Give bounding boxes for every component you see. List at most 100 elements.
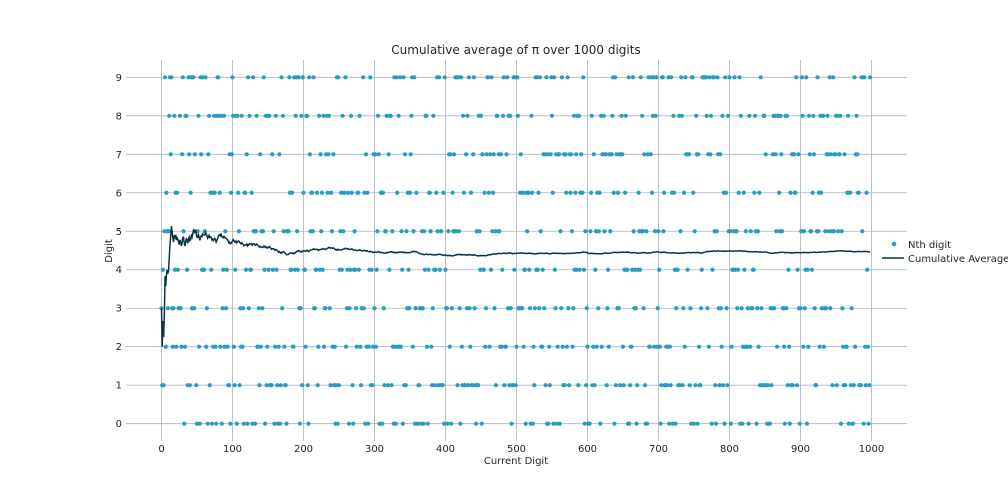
nth-digit-point — [693, 383, 698, 388]
nth-digit-point — [723, 190, 729, 195]
nth-digit-point — [631, 229, 636, 234]
nth-digit-point — [380, 421, 385, 426]
nth-digit-point — [613, 75, 618, 80]
nth-digit-point — [491, 152, 496, 157]
nth-digit-point — [480, 152, 485, 157]
nth-digit-point — [657, 267, 662, 272]
nth-digit-point — [369, 267, 374, 272]
nth-digit-point — [500, 267, 505, 272]
nth-digit-point — [640, 113, 645, 118]
nth-digit-point — [696, 152, 701, 157]
nth-digit-point — [758, 75, 763, 80]
nth-digit-point — [340, 113, 345, 118]
nth-digit-point — [573, 190, 578, 195]
nth-digit-point — [734, 229, 739, 234]
nth-digit-point — [849, 306, 854, 311]
x-tick-label: 100 — [223, 444, 242, 455]
nth-digit-point — [626, 75, 631, 80]
nth-digit-point — [805, 267, 810, 272]
nth-digit-point — [843, 383, 848, 388]
nth-digit-point — [814, 383, 819, 388]
nth-digit-point — [520, 190, 525, 195]
nth-digit-point — [192, 306, 197, 311]
nth-digit-point — [221, 113, 227, 118]
nth-digit-point — [376, 152, 381, 157]
nth-digit-point — [634, 421, 639, 426]
nth-digit-point — [615, 190, 621, 195]
nth-digit-point — [801, 229, 807, 234]
nth-digit-point — [612, 421, 617, 426]
nth-digit-point — [205, 421, 210, 426]
nth-digit-point — [522, 267, 528, 272]
nth-digit-point — [860, 229, 865, 234]
nth-digit-point — [234, 421, 239, 426]
nth-digit-point — [348, 113, 354, 118]
nth-digit-point — [514, 344, 519, 349]
nth-digit-point — [623, 113, 628, 118]
nth-digit-point — [574, 152, 579, 157]
nth-digit-point — [610, 113, 615, 118]
nth-digit-point — [431, 113, 436, 118]
nth-digit-point — [216, 75, 221, 80]
nth-digit-point — [798, 306, 803, 311]
nth-digit-point — [422, 229, 427, 234]
nth-digit-point — [605, 267, 611, 272]
y-tick-labels: 0 1 2 3 4 5 6 7 8 9 — [116, 73, 122, 430]
nth-digit-point — [311, 75, 316, 80]
nth-digit-point — [671, 113, 676, 118]
nth-digit-point — [261, 75, 266, 80]
nth-digit-point — [239, 113, 244, 118]
nth-digit-point — [274, 267, 279, 272]
nth-digit-point — [314, 190, 320, 195]
nth-digit-point — [411, 229, 416, 234]
nth-digit-point — [800, 113, 805, 118]
nth-digit-point — [336, 383, 342, 388]
nth-digit-point — [298, 306, 303, 311]
nth-digit-point — [317, 113, 322, 118]
nth-digit-point — [389, 383, 394, 388]
nth-digit-point — [715, 75, 720, 80]
nth-digit-point — [175, 267, 180, 272]
y-tick-label: 6 — [116, 188, 122, 199]
nth-digit-point — [412, 75, 417, 80]
nth-digit-point — [669, 75, 674, 80]
nth-digit-point — [361, 306, 366, 311]
nth-digit-point — [326, 113, 332, 118]
nth-digit-point — [449, 306, 454, 311]
nth-digit-point — [674, 306, 679, 311]
nth-digit-point — [559, 306, 564, 311]
x-tick-label: 300 — [365, 444, 384, 455]
nth-digit-point — [356, 190, 361, 195]
nth-digit-point — [739, 306, 744, 311]
nth-digit-point — [530, 421, 535, 426]
nth-digit-point — [266, 267, 271, 272]
nth-digit-point — [213, 344, 218, 349]
nth-digit-point — [527, 267, 532, 272]
nth-digit-point — [404, 229, 409, 234]
nth-digit-point — [532, 306, 538, 311]
x-tick-label: 800 — [720, 444, 739, 455]
nth-digit-point — [209, 421, 215, 426]
nth-digit-point — [299, 113, 304, 118]
nth-digit-point — [515, 113, 521, 118]
nth-digit-point — [633, 306, 638, 311]
nth-digit-point — [414, 190, 419, 195]
nth-digit-point — [540, 267, 545, 272]
nth-digit-point — [177, 113, 183, 118]
nth-digit-point — [223, 229, 228, 234]
nth-digit-point — [755, 306, 760, 311]
nth-digit-point — [532, 383, 537, 388]
nth-digit-point — [648, 152, 653, 157]
nth-digit-point — [310, 229, 315, 234]
nth-digit-point — [629, 344, 634, 349]
nth-digit-point — [182, 344, 188, 349]
nth-digit-point — [461, 113, 466, 118]
nth-digit-point — [194, 383, 199, 388]
nth-digit-point — [459, 344, 464, 349]
y-axis-label: Digit — [104, 239, 115, 263]
nth-digit-point — [263, 421, 268, 426]
nth-digit-point — [727, 75, 732, 80]
nth-digit-point — [642, 383, 648, 388]
nth-digit-point — [357, 113, 362, 118]
nth-digit-point — [296, 75, 301, 80]
